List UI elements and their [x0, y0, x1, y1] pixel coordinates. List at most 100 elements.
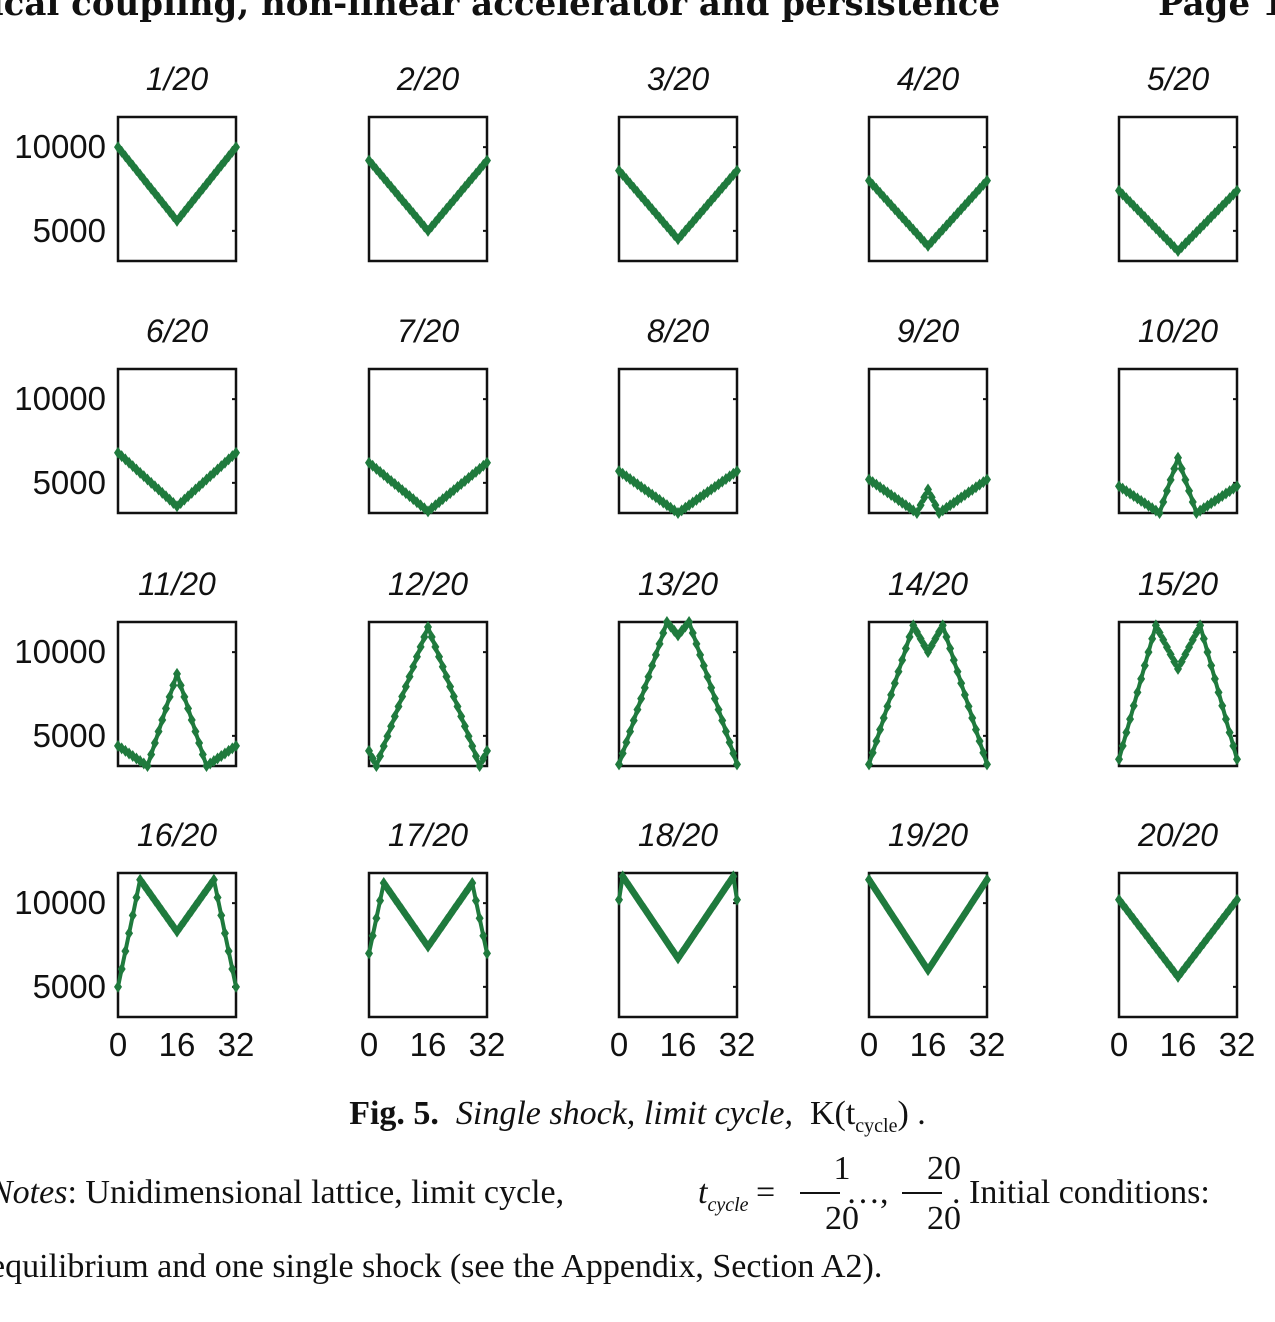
data-point: [365, 744, 373, 757]
panel-frame: [367, 367, 489, 515]
data-point: [868, 746, 877, 759]
panel-13: 13/20: [615, 566, 741, 771]
data-point: [633, 703, 642, 716]
series-thick-line: [1117, 189, 1239, 253]
data-point: [876, 723, 885, 736]
data-point: [883, 700, 892, 713]
data-point: [376, 750, 385, 763]
caption-formula: K(tcycle) .: [809, 1095, 926, 1137]
caption-k: K(t: [809, 1095, 856, 1132]
panel-title: 12/20: [388, 566, 468, 602]
fraction-2-denominator: 20: [927, 1200, 961, 1237]
data-point: [1214, 686, 1223, 699]
data-point: [161, 702, 170, 715]
caption-text: Single shock, limit cycle,: [455, 1095, 793, 1132]
data-point: [1210, 672, 1219, 685]
panel-title: 2/20: [396, 61, 459, 97]
data-point: [1162, 484, 1171, 497]
panel-title: 9/20: [897, 313, 959, 349]
y-tick-label: 10000: [14, 128, 106, 165]
data-point: [1233, 480, 1241, 493]
data-point: [114, 980, 122, 993]
data-point: [905, 630, 914, 643]
data-point: [224, 945, 233, 958]
data-point: [1203, 646, 1212, 659]
panel-title: 19/20: [888, 817, 968, 853]
data-point: [1199, 632, 1208, 645]
panel-title: 17/20: [388, 817, 468, 853]
data-point: [1159, 633, 1168, 646]
data-point: [232, 980, 240, 993]
data-point: [920, 639, 929, 652]
data-point: [865, 758, 873, 771]
data-point: [184, 702, 193, 715]
series-thick-line: [1117, 455, 1239, 515]
data-point: [125, 927, 134, 940]
panel-title: 10/20: [1138, 313, 1218, 349]
notes-line-1: Notes: Unidimensional lattice, limit cyc…: [0, 1150, 1275, 1240]
data-point: [383, 730, 392, 743]
data-point: [916, 499, 925, 512]
data-point: [387, 720, 396, 733]
data-point: [637, 692, 646, 705]
x-tick-label: 32: [969, 1026, 1006, 1063]
data-point: [924, 483, 932, 496]
data-point: [655, 637, 664, 650]
x-tick-label: 32: [218, 1026, 255, 1063]
data-point: [960, 688, 969, 701]
data-point: [1196, 619, 1205, 632]
data-point: [1137, 672, 1146, 685]
data-point: [449, 690, 458, 703]
data-point: [890, 677, 899, 690]
data-point: [938, 619, 947, 632]
panel-frame: [617, 115, 739, 263]
data-point: [1174, 451, 1182, 464]
series-thick-line: [617, 169, 739, 242]
data-point: [733, 465, 741, 478]
notes-after: . Initial conditions:: [952, 1174, 1210, 1211]
data-point: [147, 748, 156, 761]
panel-8: 8/20: [615, 313, 741, 519]
fraction-1-bar: [800, 1192, 840, 1194]
data-point: [394, 700, 403, 713]
series-line: [117, 146, 237, 222]
x-tick-label: 16: [660, 1026, 697, 1063]
data-point: [209, 873, 218, 886]
panel-20: 20/20 0 16 32: [1110, 817, 1256, 1063]
panel-title: 7/20: [397, 313, 459, 349]
data-point: [232, 141, 240, 154]
data-point: [718, 714, 727, 727]
data-point: [468, 740, 477, 753]
panel-14: 14/20: [865, 566, 991, 771]
panel-frame: [116, 367, 238, 515]
panel-5: 5/20: [1115, 61, 1241, 263]
data-point: [1185, 484, 1194, 497]
data-point: [1188, 495, 1197, 508]
data-point: [471, 894, 480, 907]
series-thick-line: [617, 874, 739, 961]
panel-frame: [867, 115, 989, 263]
data-point: [949, 654, 958, 667]
panel-title: 18/20: [638, 817, 718, 853]
data-point: [714, 703, 723, 716]
panel-frame: [617, 367, 739, 515]
data-point: [879, 712, 888, 724]
series-line: [618, 620, 738, 765]
panel-frame: [867, 367, 989, 515]
data-point: [442, 670, 451, 683]
data-point: [150, 736, 159, 749]
series-line: [868, 879, 988, 972]
panel-7: 7/20: [365, 313, 491, 518]
data-point: [916, 632, 925, 645]
data-point: [198, 748, 207, 761]
data-point: [983, 873, 991, 886]
panel-title: 3/20: [647, 61, 709, 97]
data-point: [471, 750, 480, 763]
series-line: [1118, 455, 1238, 515]
data-point: [733, 893, 741, 906]
series-thick-line: [116, 145, 238, 223]
panel-frame: [116, 871, 238, 1019]
data-point: [232, 446, 240, 459]
series-line: [1118, 190, 1238, 253]
series-thick-line: [867, 878, 989, 973]
